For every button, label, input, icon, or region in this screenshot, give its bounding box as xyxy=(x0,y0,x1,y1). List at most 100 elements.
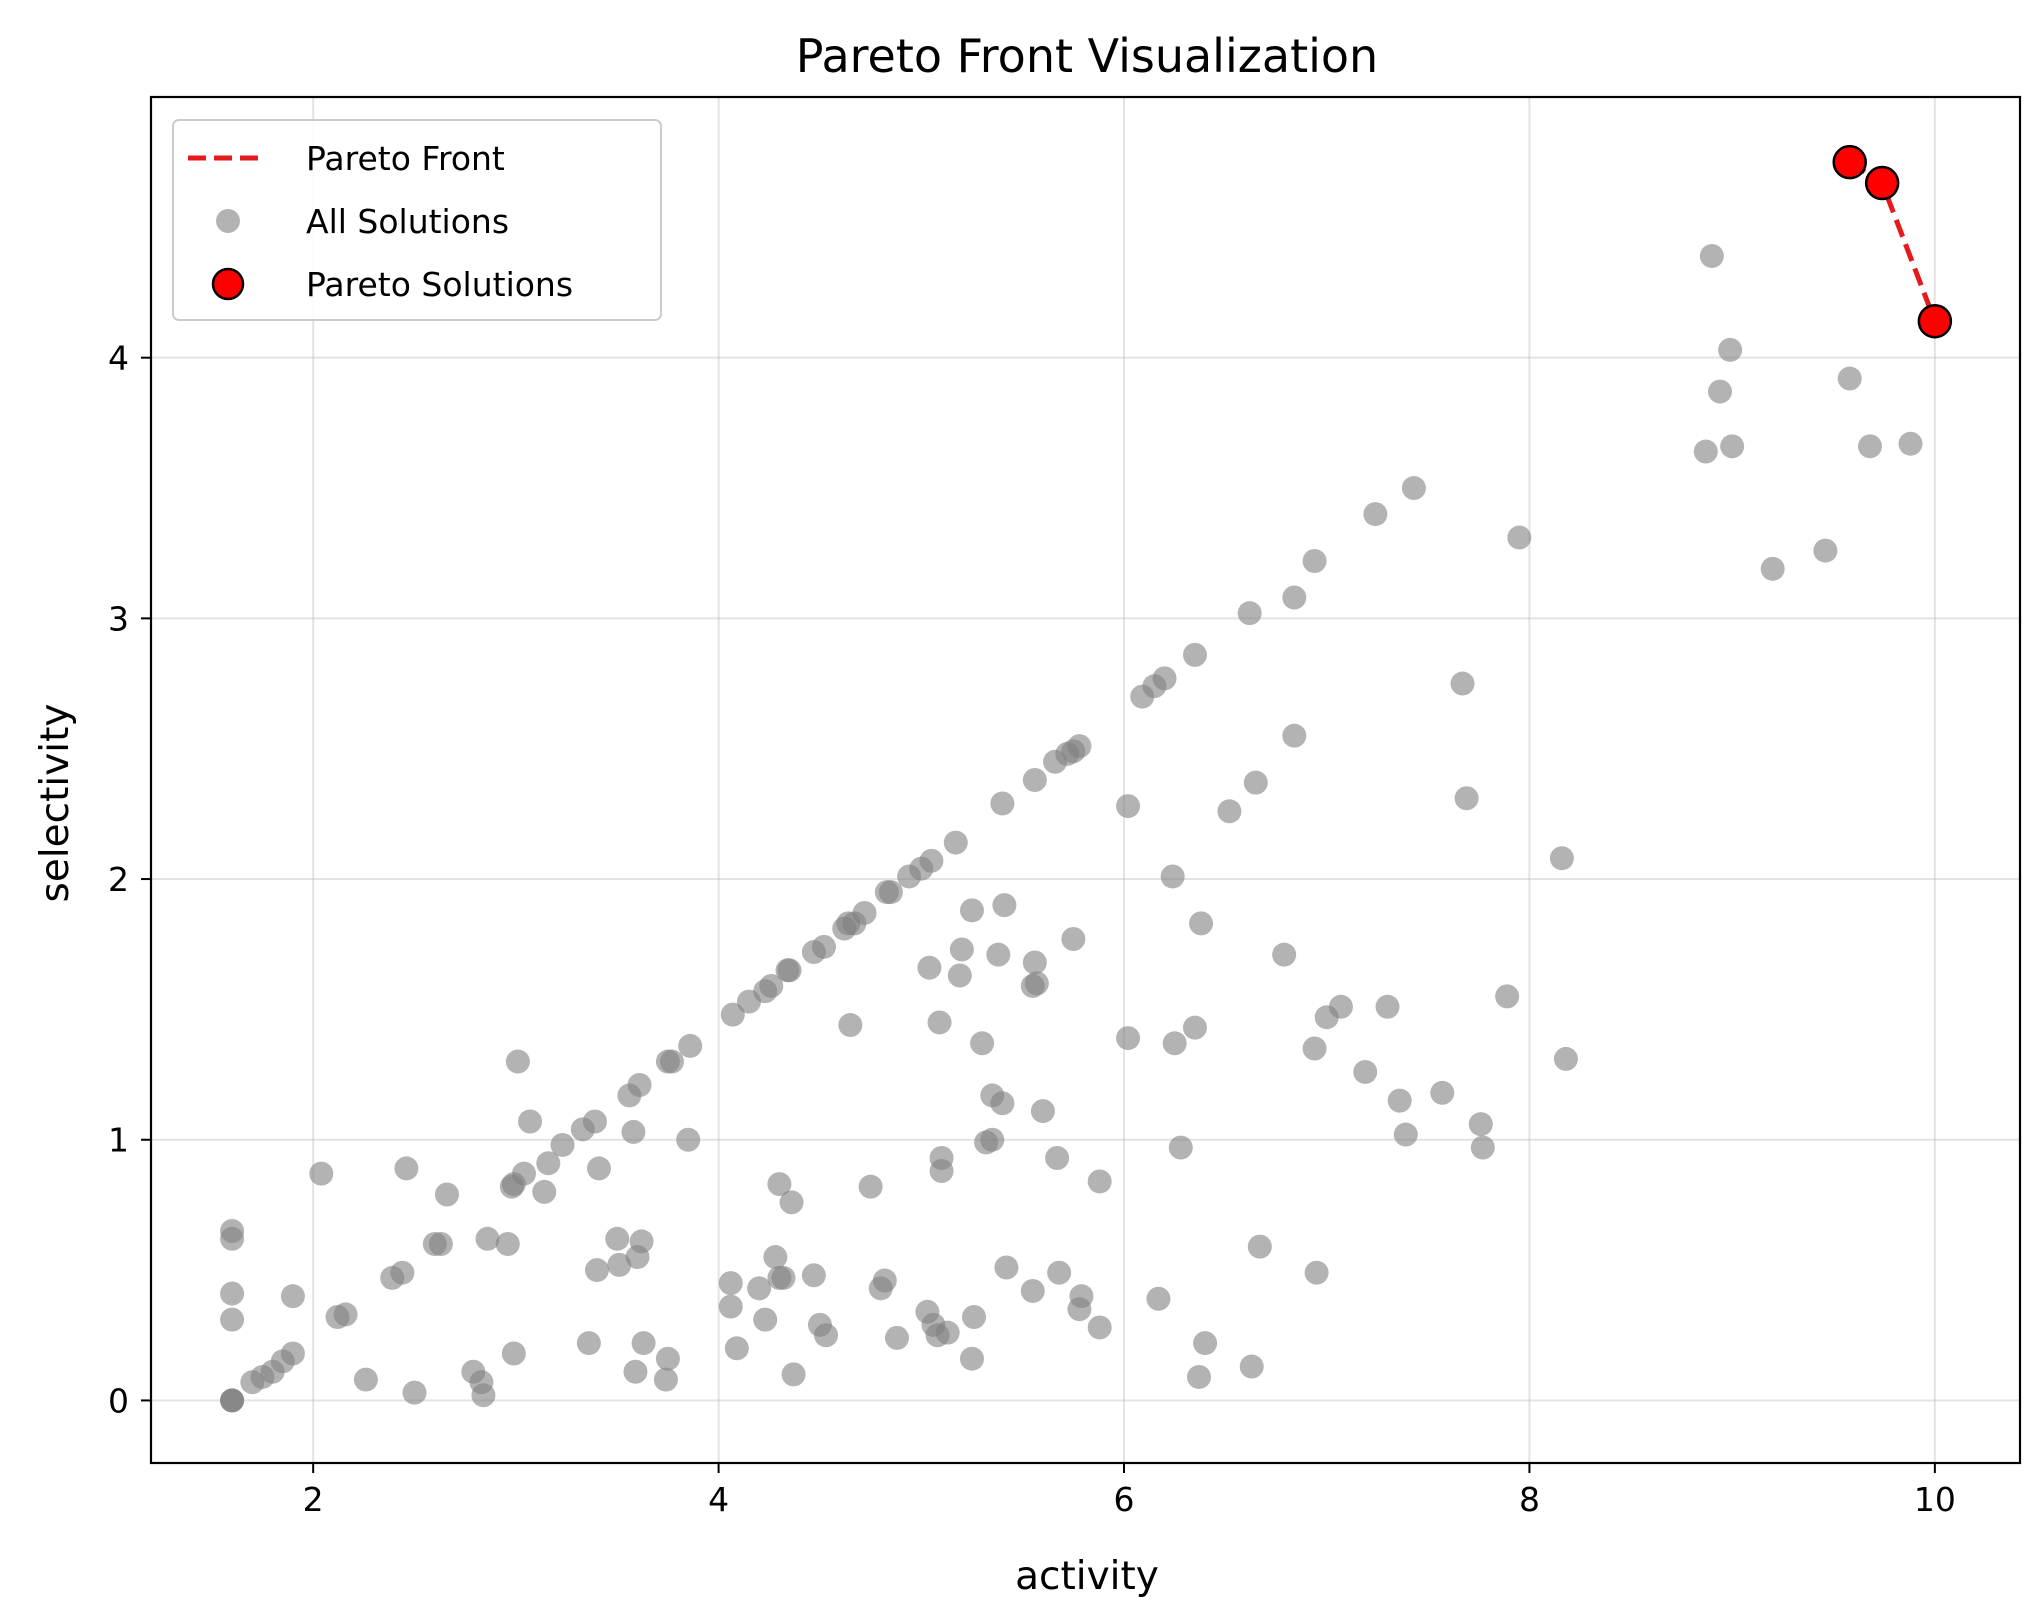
solution-point xyxy=(1282,585,1307,610)
solution-point xyxy=(858,1174,883,1199)
y-axis-label: selectivity xyxy=(33,704,78,903)
solution-point xyxy=(1282,723,1307,748)
legend-all-solutions-label: All Solutions xyxy=(306,202,509,241)
legend-pareto-front-label: Pareto Front xyxy=(306,139,505,178)
x-tick-label: 2 xyxy=(303,1480,324,1519)
solution-point xyxy=(501,1341,526,1366)
solution-point xyxy=(1375,994,1400,1019)
legend-pareto-solutions-swatch xyxy=(211,267,245,301)
solution-point xyxy=(1146,1286,1171,1311)
solution-point xyxy=(1857,434,1882,459)
solution-point xyxy=(518,1109,543,1134)
solution-point xyxy=(1045,1145,1070,1170)
solution-point xyxy=(872,1268,897,1293)
solution-point xyxy=(1116,794,1141,819)
solution-point xyxy=(720,1002,745,1027)
solution-point xyxy=(1069,1284,1094,1309)
solution-point xyxy=(280,1341,305,1366)
solution-point xyxy=(959,898,984,923)
solution-point xyxy=(718,1271,743,1296)
solution-point xyxy=(1217,799,1242,824)
solution-point xyxy=(631,1331,656,1356)
solution-point xyxy=(1182,1015,1207,1040)
solution-point xyxy=(1237,601,1262,626)
solution-point xyxy=(814,1323,839,1348)
solution-point xyxy=(1813,538,1838,563)
solution-point xyxy=(532,1179,557,1204)
solution-point xyxy=(1152,666,1177,691)
solution-point xyxy=(605,1226,630,1251)
solution-point xyxy=(220,1218,245,1243)
solution-point xyxy=(621,1119,646,1144)
solution-point xyxy=(607,1252,632,1277)
solution-point xyxy=(1243,770,1268,795)
solution-point xyxy=(1116,1026,1141,1051)
solution-point xyxy=(576,1331,601,1356)
solution-point xyxy=(1087,1169,1112,1194)
y-tick-label: 0 xyxy=(108,1381,129,1420)
legend-all-solutions-swatch xyxy=(216,209,240,233)
solution-point xyxy=(1193,1331,1218,1356)
solution-point xyxy=(838,1013,863,1038)
solution-point xyxy=(434,1182,459,1207)
solution-point xyxy=(511,1161,536,1186)
solution-point xyxy=(777,958,802,983)
solution-point xyxy=(402,1380,427,1405)
solution-point xyxy=(1160,864,1185,889)
solution-point xyxy=(753,1307,778,1332)
solution-point xyxy=(724,1336,749,1361)
solution-point xyxy=(1087,1315,1112,1340)
solution-point xyxy=(781,1362,806,1387)
legend: Pareto Front All Solutions Pareto Soluti… xyxy=(172,119,662,321)
solution-point xyxy=(1760,556,1785,581)
plot-area-frame xyxy=(149,95,2022,1465)
solution-point xyxy=(1393,1122,1418,1147)
solution-point xyxy=(1898,431,1923,456)
solution-point xyxy=(990,791,1015,816)
grid-lines xyxy=(151,97,2020,1463)
solution-point xyxy=(1401,476,1426,501)
solution-point xyxy=(718,1294,743,1319)
solution-point xyxy=(623,1359,648,1384)
x-tick-label: 10 xyxy=(1914,1480,1956,1519)
pareto-solution-point xyxy=(1864,165,1900,201)
solution-point xyxy=(943,830,968,855)
solution-point xyxy=(1047,1260,1072,1285)
solution-point xyxy=(1699,244,1724,269)
solution-point xyxy=(763,1245,788,1270)
solution-point xyxy=(1450,671,1475,696)
y-tick-label: 2 xyxy=(108,860,129,899)
solution-point xyxy=(917,955,942,980)
solution-point xyxy=(962,1305,987,1330)
solution-point xyxy=(1067,734,1092,759)
solution-point xyxy=(653,1367,678,1392)
solution-point xyxy=(767,1172,792,1197)
solution-point xyxy=(812,934,837,959)
solution-point xyxy=(935,1320,960,1345)
solution-point xyxy=(992,893,1017,918)
solution-point xyxy=(980,1127,1005,1152)
y-tick-label: 3 xyxy=(108,599,129,638)
y-tick-label: 1 xyxy=(108,1121,129,1160)
x-tick-label: 4 xyxy=(708,1480,729,1519)
solution-point xyxy=(759,973,784,998)
solution-point xyxy=(280,1284,305,1309)
solution-point xyxy=(1553,1046,1578,1071)
solution-point xyxy=(779,1190,804,1215)
solution-point xyxy=(986,942,1011,967)
legend-box xyxy=(172,119,662,321)
solution-point xyxy=(1162,1031,1187,1056)
solution-point xyxy=(1022,950,1047,975)
solution-point xyxy=(1020,1278,1045,1303)
solution-point xyxy=(852,900,877,925)
pareto-solution-point xyxy=(1832,144,1867,180)
solution-point xyxy=(1168,1135,1193,1160)
x-tick-label: 6 xyxy=(1114,1480,1135,1519)
solution-point xyxy=(1182,642,1207,667)
solution-point xyxy=(659,1049,684,1074)
solution-point xyxy=(1061,927,1086,952)
solution-point xyxy=(1495,984,1520,1009)
solution-point xyxy=(220,1388,245,1413)
solution-point xyxy=(1363,502,1388,527)
solution-point xyxy=(676,1127,701,1152)
